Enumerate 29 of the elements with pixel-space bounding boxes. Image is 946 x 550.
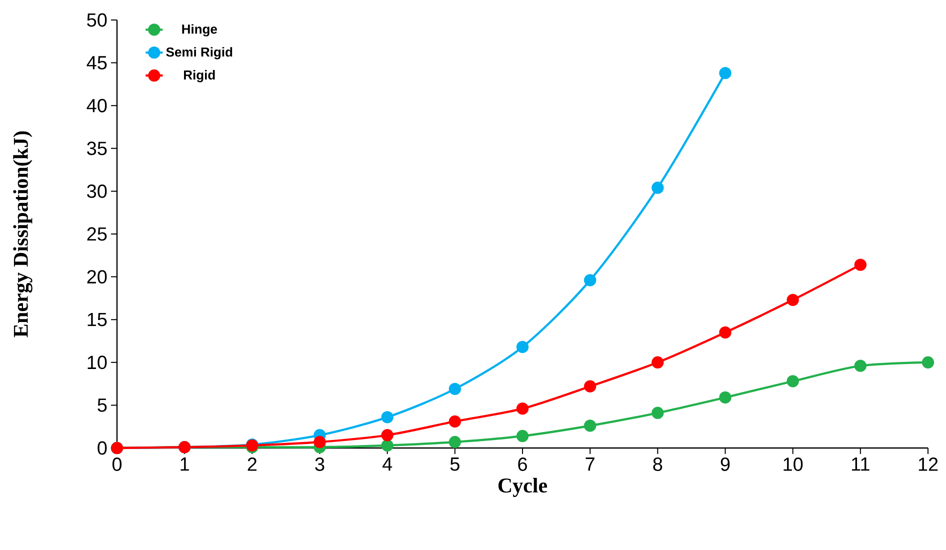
y-tick-label: 15 xyxy=(88,312,107,326)
legend-label: Rigid xyxy=(184,70,215,82)
x-tick-label: 9 xyxy=(720,458,730,471)
x-tick-label: 6 xyxy=(518,458,527,471)
x-tick-label: 12 xyxy=(918,458,938,471)
y-tick-label: 10 xyxy=(88,356,107,370)
x-tick-label: 5 xyxy=(450,458,460,471)
y-tick-label: 40 xyxy=(86,98,107,112)
y-tick-label: 20 xyxy=(87,270,107,284)
x-tick-label: 11 xyxy=(852,458,870,471)
y-tick-label: 50 xyxy=(87,13,107,27)
x-tick-label: 10 xyxy=(784,458,803,471)
y-tick-label: 35 xyxy=(87,142,107,156)
legend-label: Hinge xyxy=(182,24,218,36)
x-tick-label: 2 xyxy=(248,458,256,471)
y-tick-label: 0 xyxy=(98,441,107,455)
x-tick-label: 1 xyxy=(180,458,189,471)
x-tick-label: 0 xyxy=(112,458,122,471)
y-tick-label: 5 xyxy=(98,398,107,412)
x-tick-label: 4 xyxy=(382,458,392,471)
y-tick-label: 30 xyxy=(87,184,107,198)
x-axis-title: Cycle xyxy=(498,478,548,497)
x-tick-label: 3 xyxy=(315,458,324,471)
y-tick-label: 25 xyxy=(87,227,107,241)
x-tick-label: 8 xyxy=(653,458,662,471)
legend-label: Semi Rigid xyxy=(166,47,232,60)
y-tick-label: 45 xyxy=(86,56,107,70)
x-tick-label: 7 xyxy=(586,458,594,471)
y-axis-title: Energy Dissipation(kJ) xyxy=(13,131,32,338)
